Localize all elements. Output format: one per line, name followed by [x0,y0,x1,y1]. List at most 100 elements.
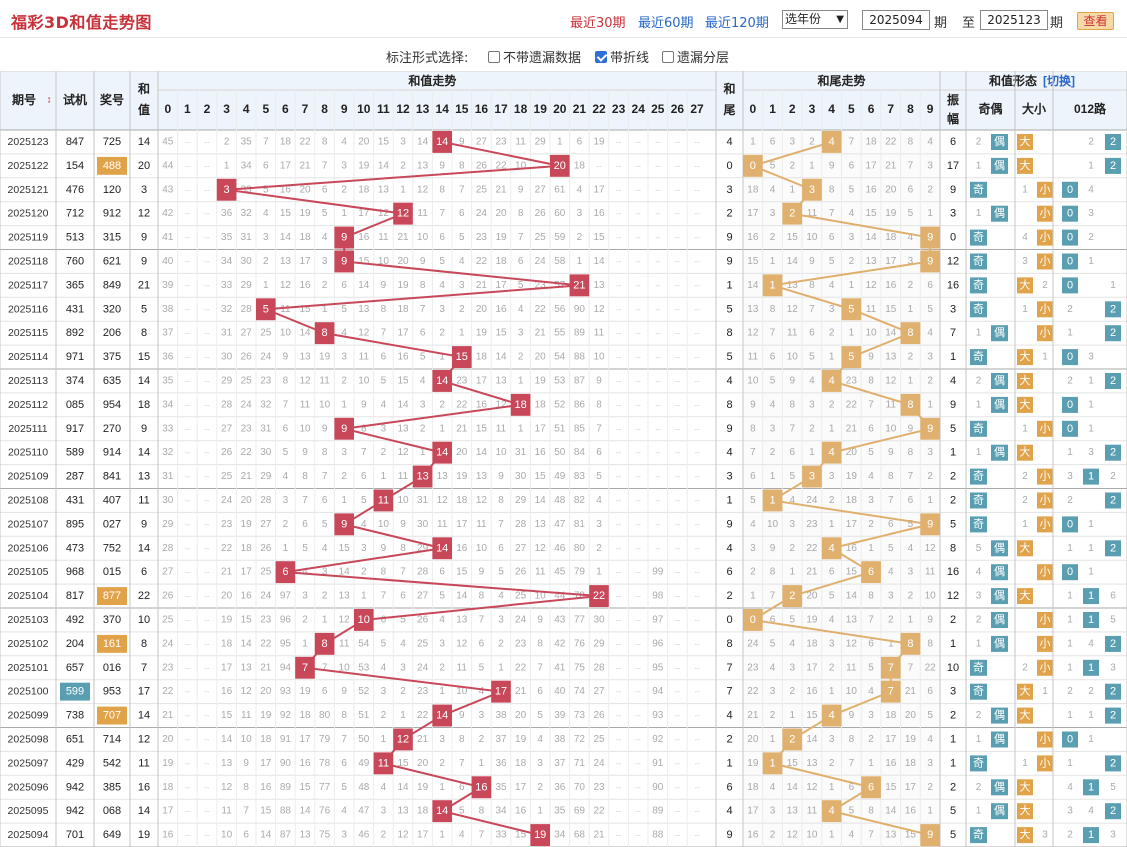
tail-miss: 14 [787,782,799,793]
oe-miss: 1 [976,638,982,649]
end-period-input[interactable]: 2025123 [980,10,1048,30]
road-text: 0 [1067,351,1073,363]
sum-col-num: 5 [262,102,269,116]
sum-miss: 15 [397,375,409,386]
tail-miss: 9 [809,256,815,267]
sum-miss-dash: -- [185,209,191,218]
tail-marker-text: 9 [927,423,933,435]
sum-miss: 4 [322,232,328,243]
sum-miss: 76 [574,638,586,649]
tail-marker [743,609,763,631]
sum-miss: 92 [280,710,292,721]
start-period-input[interactable]: 2025094 [862,10,930,30]
sum-miss-dash: -- [616,353,622,362]
sum-miss-dash: -- [694,257,700,266]
tail-miss: 1 [868,543,874,554]
tail-miss: 3 [868,710,874,721]
sum-miss: 39 [554,710,566,721]
sum-miss: 20 [397,256,409,267]
sum-col-num: 19 [534,102,548,116]
sum-miss: 15 [280,208,292,219]
sum-miss: 71 [574,758,586,769]
tail-cell: 9 [726,423,732,435]
big-text: 大 [1020,134,1031,148]
prize-highlight [97,587,127,605]
sum-miss-dash: -- [675,472,681,481]
sum-miss-dash: -- [694,783,700,792]
tail-marker-text: 9 [927,518,933,530]
road-badge [1105,301,1121,318]
sum-miss: 5 [518,280,524,291]
even-text: 偶 [994,565,1005,578]
odd-badge [970,301,987,318]
view-button[interactable]: 查看 [1077,12,1114,30]
sum-miss-dash: -- [185,711,191,720]
odd-text: 奇 [973,517,984,530]
sum-miss: 7 [439,208,445,219]
road-text: 2 [1110,757,1116,769]
option-layer[interactable]: 遗漏分层 [662,47,729,66]
year-select[interactable]: 选年份 ▼ [782,10,848,29]
sum-miss: 8 [479,591,485,602]
sum-miss-dash: -- [185,568,191,577]
recent-60-link[interactable]: 最近60期 [638,16,694,31]
sum-miss-dash: -- [694,424,700,433]
tail-marker-text: 2 [789,590,795,602]
tail-cell: 8 [726,638,732,650]
tail-miss: 6 [770,136,776,147]
sum-miss-dash: -- [538,161,544,170]
sum-miss: 19 [593,136,605,147]
sum-miss: 12 [535,543,547,554]
sum-miss: 9 [596,375,602,386]
tail-col-num: 0 [750,102,757,116]
odd-text: 奇 [973,183,984,196]
tail-marker [762,274,783,297]
tail-miss: 24 [747,638,759,649]
sum-miss-dash: -- [655,161,661,170]
sum-miss: 6 [537,686,543,697]
big-badge [1017,396,1033,413]
sum-miss: 6 [283,423,289,434]
sum-miss: 6 [322,495,328,506]
sum-miss: 2 [381,830,387,841]
sum-miss: 34 [241,160,253,171]
sum-miss: 4 [459,256,465,267]
tail-marker-text: 9 [927,829,933,841]
tail-miss: 1 [770,256,776,267]
tail-miss: 9 [789,375,795,386]
checkbox-line[interactable] [595,51,607,63]
tail-miss: 9 [927,614,933,625]
option-no-miss[interactable]: 不带遗漏数据 [488,47,581,66]
recent-30-link[interactable]: 最近30期 [570,16,626,31]
sum-miss: 9 [518,184,524,195]
road-text: 2 [1110,327,1116,339]
amp-cell: 12 [947,590,959,602]
sum-miss: 28 [162,543,174,554]
even-badge [991,707,1008,724]
tail-miss: 20 [846,447,858,458]
option-line[interactable]: 带折线 [595,47,649,66]
road-miss: 4 [1088,806,1094,817]
tail-miss: 8 [770,567,776,578]
checkbox-layer[interactable] [662,51,674,63]
sum-miss: 21 [162,710,174,721]
sum-miss: 16 [280,184,292,195]
small-badge [1037,492,1053,509]
checkbox-no-miss[interactable] [488,51,500,63]
sum-miss: 27 [221,423,233,434]
tail-miss: 17 [885,256,897,267]
switch-link[interactable]: [切换] [1043,73,1075,88]
tail-miss: 3 [770,208,776,219]
road-text: 2 [1110,303,1116,315]
period-cell: 2025108 [8,494,49,506]
sum-miss: 5 [283,447,289,458]
tail-miss: 10 [787,352,799,363]
bs-miss: 3 [1042,830,1048,841]
recent-120-link[interactable]: 最近120期 [705,16,769,31]
big-badge [1017,157,1033,174]
sum-miss: 61 [554,184,566,195]
sum-miss-dash: -- [185,807,191,816]
sum-miss: 25 [241,375,253,386]
tail-miss: 6 [750,471,756,482]
sum-miss: 2 [518,352,524,363]
